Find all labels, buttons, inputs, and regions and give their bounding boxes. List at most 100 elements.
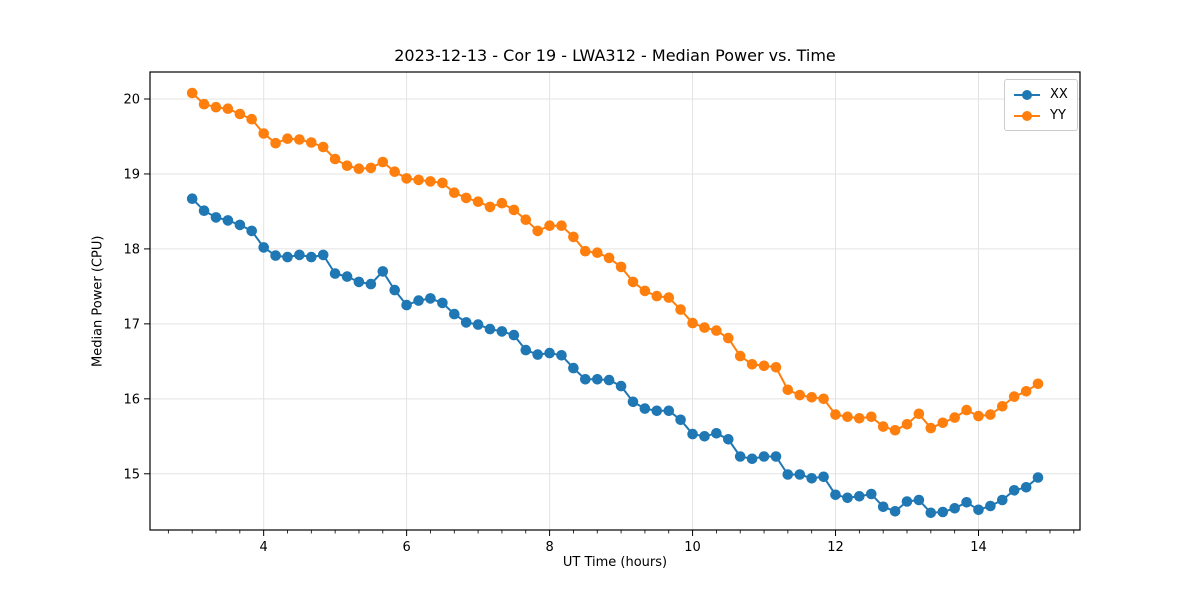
data-point-xx [937,506,949,518]
data-point-xx [1020,482,1032,493]
chart-title: 2023-12-13 - Cor 19 - LWA312 - Median Po… [394,46,836,65]
data-point-yy [1008,391,1020,402]
data-point-yy [472,196,484,207]
y-tick-label: 18 [123,242,140,257]
data-point-xx [603,374,615,386]
data-point-yy [806,392,817,403]
data-point-xx [818,471,829,483]
data-point-xx [508,329,520,341]
data-point-yy [663,292,675,303]
data-point-yy [544,220,555,231]
data-point-yy [317,141,329,153]
data-point-yy [854,413,865,424]
data-point-yy [627,276,639,288]
data-point-yy [484,201,496,213]
data-point-xx [580,374,591,385]
data-point-yy [758,360,770,372]
legend-line-marker-yy-icon [1014,110,1040,121]
data-point-yy [258,128,270,139]
data-point-xx [592,374,603,385]
data-point-yy [687,317,698,329]
data-point-xx [413,295,424,306]
data-point-yy [901,419,913,430]
data-point-yy [723,332,734,344]
data-point-yy [568,231,579,243]
data-point-xx [734,451,746,462]
data-point-yy [985,409,996,420]
y-tick-label: 20 [123,92,140,107]
data-point-yy [246,113,257,125]
x-tick-label: 12 [827,540,844,555]
data-point-yy [234,108,246,120]
series-line-yy [191,92,1039,432]
data-point-yy [198,98,210,110]
data-point-yy [222,103,234,114]
y-tick-label: 19 [123,167,140,182]
data-point-yy [592,247,603,258]
legend-line-marker-xx-icon [1014,89,1040,100]
data-point-yy [794,389,806,401]
data-point-yy [329,153,341,165]
data-point-yy [746,359,758,370]
data-point-xx [234,219,246,231]
data-point-xx [830,489,841,501]
data-point-yy [508,204,520,216]
data-point-yy [699,322,710,333]
data-point-yy [270,137,281,149]
legend-entry-xx: XX [1012,84,1068,105]
data-point-yy [949,412,960,423]
data-point-xx [663,405,675,417]
data-point-xx [377,266,389,277]
data-point-yy [937,417,949,429]
data-point-xx [568,362,579,374]
data-point-xx [401,299,412,311]
legend-label-xx: XX [1050,87,1068,102]
data-point-yy [460,192,472,204]
data-point-xx [699,431,710,442]
data-point-xx [365,278,377,290]
data-point-xx [925,507,937,519]
data-point-yy [556,220,567,231]
data-point-xx [544,347,555,359]
data-point-xx [901,496,913,507]
data-point-yy [210,101,222,113]
data-point-yy [1032,378,1044,390]
data-point-yy [306,137,317,148]
x-tick-label: 4 [260,540,268,555]
data-point-yy [770,362,782,373]
data-point-xx [437,297,448,309]
data-point-xx [961,497,972,508]
data-point-yy [532,225,543,237]
data-point-yy [782,384,794,396]
data-point-yy [639,285,651,297]
plot-border [149,71,1081,531]
data-point-xx [294,249,305,261]
data-point-xx [806,473,817,484]
data-point-yy [830,409,841,420]
data-point-yy [675,304,686,315]
data-point-yy [437,177,448,189]
data-point-yy [961,404,972,416]
data-point-xx [770,451,782,462]
data-point-xx [842,492,853,504]
data-point-xx [258,242,270,253]
x-tick-label: 8 [545,540,553,555]
data-point-yy [734,350,746,362]
data-point-yy [651,290,663,302]
data-point-yy [973,410,984,422]
data-point-xx [854,491,865,502]
data-point-xx [353,276,365,288]
data-point-xx [711,428,722,439]
data-point-xx [186,193,198,204]
data-point-xx [425,293,436,304]
data-point-yy [413,174,424,186]
data-point-xx [746,453,758,465]
data-point-xx [520,344,532,356]
data-point-yy [425,176,436,187]
data-point-xx [985,500,996,512]
data-point-xx [782,469,794,480]
data-point-xx [449,308,460,320]
data-point-xx [472,319,484,330]
data-point-yy [377,156,389,168]
data-point-yy [341,160,353,171]
